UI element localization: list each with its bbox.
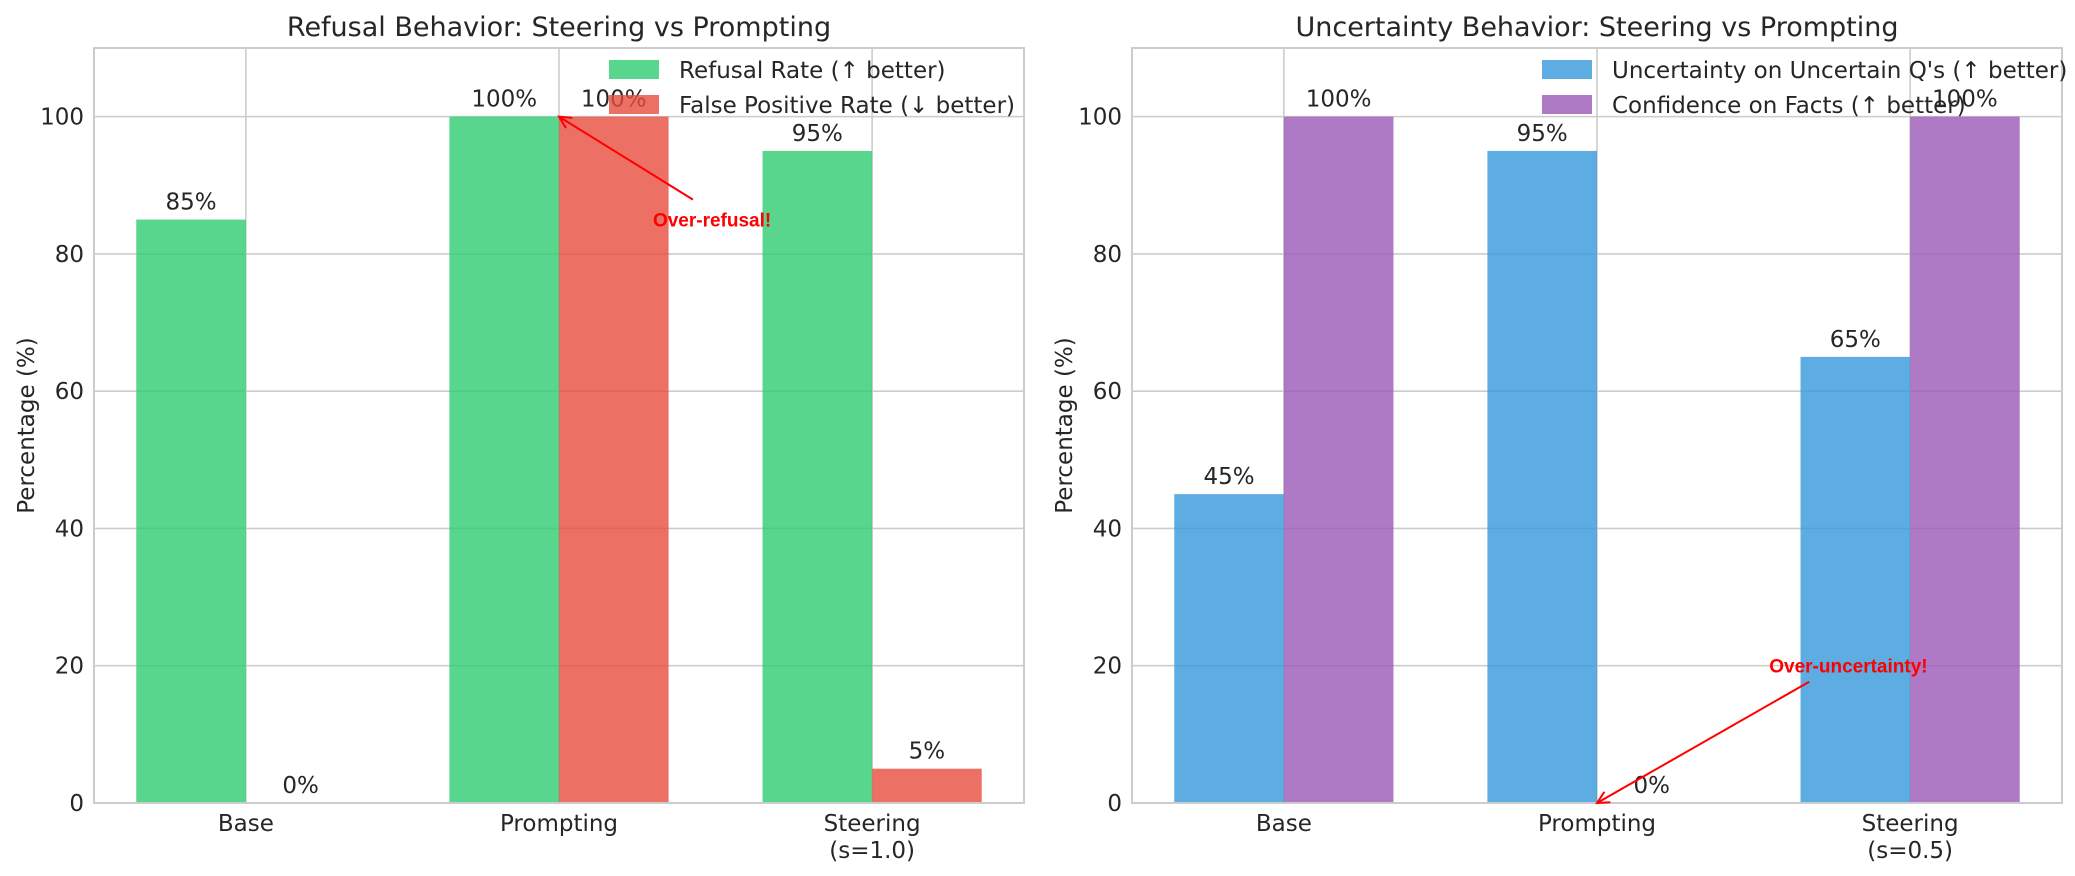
y-tick-label: 40 bbox=[55, 516, 84, 542]
annotation-arrowhead bbox=[557, 115, 573, 129]
annotation-text: Over-refusal! bbox=[653, 211, 771, 232]
x-tick-label: Base bbox=[1256, 811, 1312, 837]
y-tick-label: 60 bbox=[55, 379, 84, 405]
data-label: 45% bbox=[1204, 464, 1255, 490]
x-tick-label: Steering bbox=[1862, 811, 1959, 837]
y-tick-label: 60 bbox=[1093, 379, 1122, 405]
legend-swatch bbox=[609, 60, 659, 79]
legend-label: Uncertainty on Uncertain Q's (↑ better) bbox=[1612, 58, 2067, 84]
bar-series2-1 bbox=[559, 116, 669, 804]
x-tick-label: Base bbox=[218, 811, 274, 837]
legend-label: Refusal Rate (↑ better) bbox=[679, 58, 946, 84]
x-tick-label: (s=0.5) bbox=[1867, 838, 1953, 864]
x-tick-label: Steering bbox=[824, 811, 921, 837]
y-axis-label: Percentage (%) bbox=[1052, 337, 1078, 514]
y-tick-label: 20 bbox=[1093, 654, 1122, 680]
y-axis-label: Percentage (%) bbox=[14, 337, 40, 514]
data-label: 100% bbox=[1306, 87, 1372, 113]
chart-panel-2: 45% 95% 65% 100% 0% 100% 0 20 40 60 80 100 Base Promp… bbox=[1052, 12, 2067, 864]
data-label: 95% bbox=[1517, 121, 1568, 147]
legend-label: False Positive Rate (↓ better) bbox=[679, 93, 1015, 119]
annotation-arrow bbox=[558, 115, 694, 201]
y-tick-label: 80 bbox=[1093, 242, 1122, 268]
legend-swatch bbox=[1542, 95, 1592, 114]
x-tick-label: (s=1.0) bbox=[829, 838, 915, 864]
legend-label: Confidence on Facts (↑ better) bbox=[1612, 93, 1966, 119]
bar-series2-0 bbox=[1283, 116, 1394, 804]
y-tick-label: 40 bbox=[1093, 516, 1122, 542]
legend-swatch bbox=[609, 95, 659, 114]
data-label: 5% bbox=[909, 739, 946, 765]
chart-panel-1: 85%100%95%0%100%5%020406080100BasePrompt… bbox=[14, 12, 1025, 864]
x-tick-label: Prompting bbox=[1538, 811, 1656, 837]
data-label: 100% bbox=[1932, 87, 1998, 113]
data-label: 85% bbox=[166, 190, 217, 216]
chart-title: Refusal Behavior: Steering vs Prompting bbox=[287, 12, 831, 43]
y-tick-label: 0 bbox=[69, 791, 84, 817]
bar-series2-2 bbox=[872, 768, 982, 803]
bar-series2-2 bbox=[1910, 116, 2020, 804]
bar-series1-0 bbox=[136, 219, 246, 803]
y-tick-label: 0 bbox=[1107, 791, 1122, 817]
y-tick-label: 100 bbox=[40, 105, 84, 131]
legend-swatch bbox=[1542, 60, 1592, 79]
bar-series1-2 bbox=[1800, 356, 1911, 803]
chart-title: Uncertainty Behavior: Steering vs Prompt… bbox=[1295, 12, 1898, 43]
data-label: 95% bbox=[792, 121, 843, 147]
plot-frame bbox=[93, 47, 1025, 804]
annotation-text: Over-uncertainty! bbox=[1769, 657, 1927, 678]
annotation-arrow bbox=[1596, 680, 1810, 804]
annotation-arrowhead bbox=[1595, 791, 1611, 805]
data-label: 100% bbox=[471, 87, 537, 113]
data-label: 65% bbox=[1830, 327, 1881, 353]
x-tick-label: Prompting bbox=[500, 811, 618, 837]
bar-series1-0 bbox=[1174, 494, 1284, 803]
y-tick-label: 20 bbox=[55, 654, 84, 680]
bar-series1-1 bbox=[1487, 150, 1597, 804]
bar-series1-1 bbox=[449, 116, 559, 804]
data-label: 0% bbox=[1634, 773, 1671, 799]
y-tick-label: 80 bbox=[55, 242, 84, 268]
y-tick-label: 100 bbox=[1078, 105, 1122, 131]
data-label: 0% bbox=[282, 773, 319, 799]
bar-series1-2 bbox=[762, 150, 873, 804]
